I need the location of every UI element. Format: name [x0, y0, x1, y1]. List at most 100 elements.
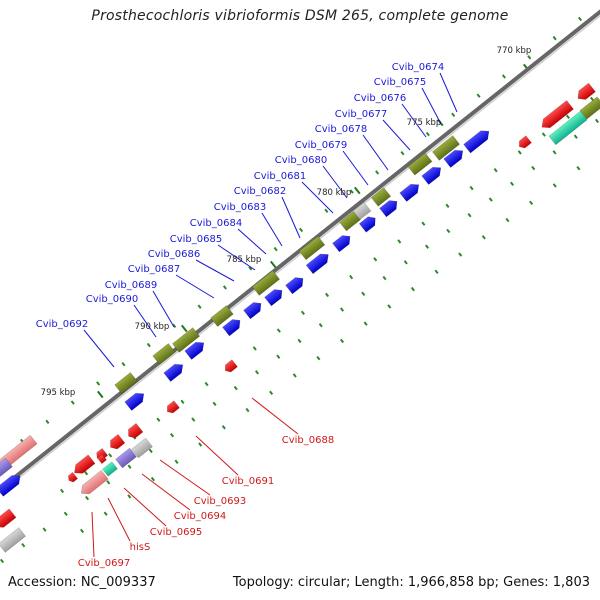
leader-line	[261, 212, 283, 247]
tick-mark	[488, 197, 493, 202]
tick-mark	[476, 93, 481, 98]
leader-line	[301, 181, 334, 214]
tick-mark	[505, 217, 510, 223]
major-tick-mark	[354, 186, 361, 195]
kbp-label: 795 kbp	[41, 388, 76, 398]
accession-text: Accession: NC_009337	[8, 575, 156, 590]
cog-box	[432, 135, 460, 161]
scale-ticks	[0, 16, 600, 564]
tick-mark	[425, 244, 430, 249]
reverse-cds-arrow	[541, 100, 574, 129]
tick-mark	[248, 266, 253, 271]
tick-mark	[445, 203, 450, 209]
gene-box-teal	[548, 110, 588, 146]
cog-box	[298, 235, 326, 261]
leader-line	[123, 487, 167, 527]
tick-mark	[410, 286, 415, 292]
tick-mark	[212, 401, 217, 406]
kbp-label: 775 kbp	[407, 118, 442, 128]
leader-line	[175, 274, 215, 299]
tick-mark	[70, 400, 75, 405]
tick-mark	[552, 150, 557, 155]
cog-box	[252, 270, 280, 296]
forward-cds-arrow	[463, 130, 490, 154]
tick-mark	[467, 213, 472, 218]
tick-mark	[60, 488, 65, 494]
kbp-label: 785 kbp	[227, 255, 262, 265]
tick-mark	[387, 304, 392, 309]
tick-mark	[451, 112, 456, 118]
tick-mark	[590, 96, 595, 102]
leader-line	[195, 259, 235, 282]
tick-mark	[421, 221, 426, 226]
gene-label-cvib_0674: Cvib_0674	[392, 62, 444, 73]
tick-mark	[42, 527, 47, 532]
forward-cds-arrow	[358, 216, 376, 233]
gene-label-cvib_0676: Cvib_0676	[354, 93, 406, 104]
tick-mark	[373, 257, 378, 262]
tick-mark	[197, 304, 202, 309]
reverse-cds-arrow	[0, 508, 17, 528]
gene-label-cvib_0675: Cvib_0675	[374, 77, 426, 88]
gene-box-gray	[352, 201, 372, 221]
tick-mark	[458, 252, 463, 257]
kbp-label: 770 kbp	[497, 46, 532, 56]
gene-label-cvib_0683: Cvib_0683	[214, 202, 266, 213]
gene-label-cvib_0680: Cvib_0680	[275, 155, 327, 166]
gene-label-cvib_0693: Cvib_0693	[194, 496, 246, 507]
major-tick-mark	[270, 260, 277, 269]
tick-mark	[174, 459, 179, 465]
tick-mark	[425, 131, 430, 137]
tick-mark	[245, 407, 250, 413]
kbp-label: 790 kbp	[135, 322, 170, 332]
tick-mark	[269, 390, 274, 395]
reverse-cds-arrow	[110, 433, 126, 450]
tick-mark	[375, 170, 380, 175]
tick-mark	[318, 323, 323, 328]
kbp-label: 780 kbp	[317, 188, 352, 198]
tick-mark	[501, 74, 506, 79]
tick-mark	[446, 228, 451, 234]
forward-cds-arrow	[222, 319, 241, 337]
leader-line	[362, 134, 389, 171]
forward-cds-arrow	[184, 341, 205, 360]
reverse-cds-arrow	[128, 422, 144, 439]
tick-mark	[276, 328, 281, 333]
leader-line	[159, 459, 211, 496]
gene-label-cvib_0687: Cvib_0687	[128, 264, 180, 275]
forward-cds-arrow	[421, 166, 442, 185]
tick-mark	[529, 200, 534, 205]
tick-mark	[527, 55, 532, 60]
leader-line	[281, 196, 301, 239]
tick-mark	[552, 35, 557, 41]
forward-cds-arrow	[163, 363, 184, 382]
tick-mark	[552, 183, 557, 188]
gene-label-cvib_0692: Cvib_0692	[36, 319, 88, 330]
tick-mark	[481, 235, 486, 240]
tick-mark	[191, 417, 196, 422]
tick-mark	[276, 354, 281, 359]
forward-cds-arrow	[399, 183, 420, 202]
tick-mark	[434, 269, 439, 275]
tick-mark	[292, 373, 297, 378]
tick-mark	[517, 150, 522, 155]
gene-features	[0, 82, 600, 553]
tick-mark	[382, 275, 387, 281]
tick-mark	[573, 134, 578, 139]
reverse-cds-arrow	[577, 82, 596, 100]
gene-label-cvib_0691: Cvib_0691	[222, 476, 274, 487]
map-title: Prosthecochloris vibrioformis DSM 265, c…	[91, 8, 509, 24]
gene-label-cvib_0694: Cvib_0694	[174, 511, 226, 522]
gene-label-cvib_0688: Cvib_0688	[282, 435, 334, 446]
tick-mark	[469, 185, 474, 191]
leader-line	[195, 435, 239, 476]
tick-mark	[63, 511, 68, 516]
gene-label-cvib_0685: Cvib_0685	[170, 234, 222, 245]
tick-mark	[45, 419, 50, 424]
tick-mark	[397, 239, 402, 244]
tick-mark	[340, 338, 345, 344]
reverse-cds-arrow	[74, 454, 96, 474]
tick-mark	[84, 470, 89, 476]
major-tick-mark	[181, 324, 188, 333]
